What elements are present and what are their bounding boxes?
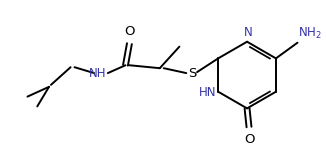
Text: HN: HN <box>199 86 216 99</box>
Text: S: S <box>188 67 196 80</box>
Text: N: N <box>244 26 252 39</box>
Text: O: O <box>124 25 135 38</box>
Text: NH: NH <box>88 67 106 80</box>
Text: O: O <box>245 133 255 146</box>
Text: NH$_2$: NH$_2$ <box>299 26 322 41</box>
